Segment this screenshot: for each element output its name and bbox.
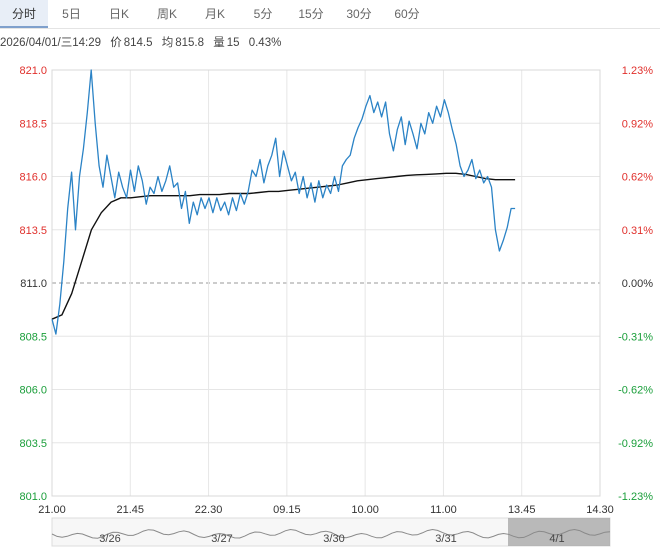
x-tick-label: 13.45 [508,504,536,516]
avg-value: 815.8 [175,37,204,49]
tab-5[interactable]: 5分 [253,7,273,21]
pct-tick-label: 1.23% [622,65,653,77]
navigator-date: 3/30 [323,533,344,545]
tab-4[interactable]: 月K [204,7,225,21]
pct-tick-label: 0.00% [622,278,653,290]
pct-tick-label: -0.92% [618,438,653,450]
navigator-date: 3/31 [435,533,456,545]
x-tick-label: 21.00 [38,504,66,516]
tab-1[interactable]: 5日 [62,7,81,21]
y-tick-label: 816.0 [19,172,47,184]
x-tick-label: 14.30 [586,504,614,516]
qty-label: 量 [213,37,225,49]
y-tick-label: 801.0 [19,491,47,503]
tab-2[interactable]: 日K [108,7,129,21]
avg-label: 均 [161,37,174,49]
x-tick-label: 11.00 [430,504,457,516]
x-tick-label: 10.00 [351,504,379,516]
tab-3[interactable]: 周K [156,7,177,21]
navigator-date: 3/27 [211,533,232,545]
pct-tick-label: -0.62% [618,385,653,397]
x-tick-label: 09.15 [273,504,301,516]
y-tick-label: 821.0 [19,65,47,77]
tab-6[interactable]: 15分 [298,7,324,21]
plot-frame [51,69,601,497]
qty-value: 15 [226,37,240,49]
navigator-line [51,528,611,539]
x-tick-label: 22.30 [195,504,223,516]
tab-8[interactable]: 60分 [394,7,420,21]
price-line [51,69,516,335]
y-tick-label: 818.5 [19,118,47,130]
navigator-date: 4/1 [549,533,564,545]
quote-datetime: 2026/04/01/三14:29 [0,37,102,49]
pct-tick-label: -1.23% [618,491,653,503]
y-tick-label: 811.0 [20,278,47,290]
quote-info-bar: 2026/04/01/三14:29 价 814.5 均 815.8 量 15 0.43… [0,34,287,50]
navigator-strip [51,517,611,547]
pct-tick-label: 0.31% [622,225,653,237]
x-tick-label: 21.45 [117,504,145,516]
pct-tick-label: 0.92% [622,118,653,130]
timeframe-tabs: 分时 5日 日K 周K 月K 5分 15分 30分 60分 [0,0,660,29]
y-tick-label: 806.0 [19,385,47,397]
pct-tick-label: 0.62% [622,172,653,184]
y-tick-label: 808.5 [19,331,47,343]
navigator-selection [508,518,610,546]
price-label: 价 [110,37,122,49]
y-tick-label: 803.5 [19,438,47,450]
price-value: 814.5 [123,37,153,49]
navigator-date: 3/26 [99,533,120,545]
tab-0[interactable]: 分时 [0,0,48,28]
change-percent: 0.43% [248,37,282,49]
pct-tick-label: -0.31% [618,331,653,343]
tab-7[interactable]: 30分 [346,7,372,21]
avg-price-line [51,172,516,320]
y-tick-label: 813.5 [19,225,47,237]
